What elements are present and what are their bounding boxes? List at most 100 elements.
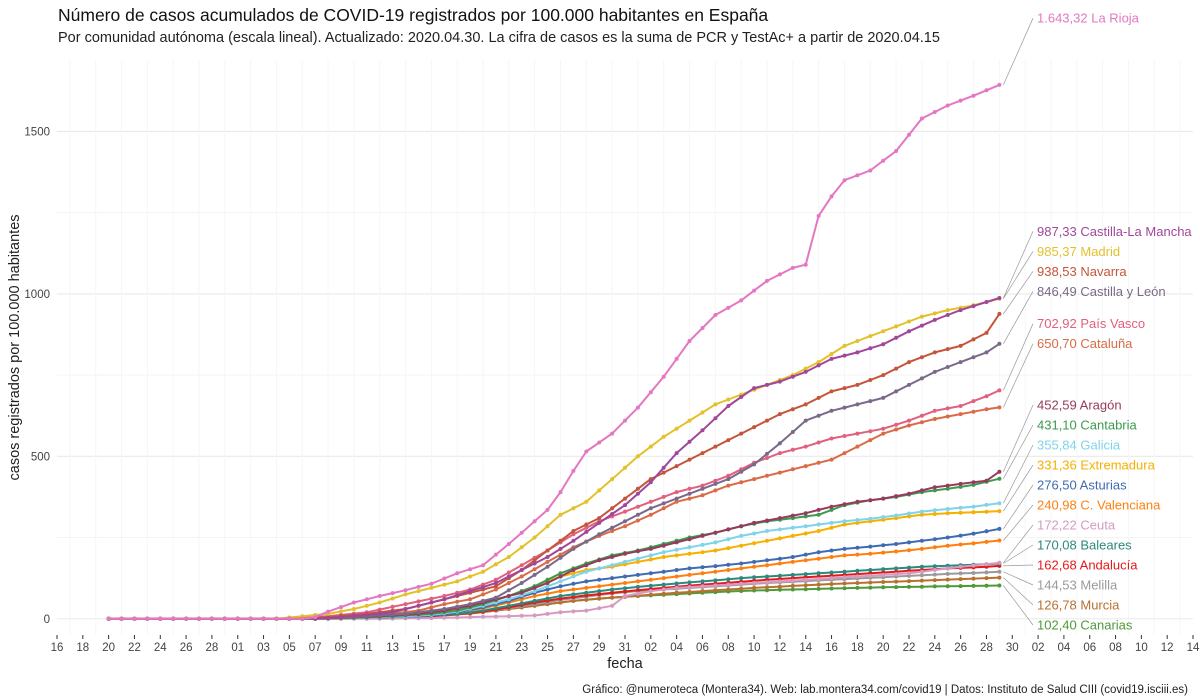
data-point (700, 486, 705, 491)
data-point (610, 555, 615, 559)
data-point (442, 582, 447, 587)
data-point (545, 587, 550, 592)
data-point (932, 317, 937, 322)
data-point (623, 503, 627, 508)
data-point (894, 585, 899, 590)
data-point (209, 616, 214, 621)
data-point (700, 542, 705, 547)
data-point (661, 569, 666, 574)
data-point (506, 555, 511, 559)
data-point (493, 584, 498, 589)
data-point (997, 501, 1002, 506)
x-axis-ticks: 16 18 20 22 24 26 28 01 03 05 07 09 11 13 15 17 19 21 23 25… (51, 635, 1200, 654)
data-point (468, 597, 473, 602)
data-point (777, 451, 782, 456)
data-point (739, 395, 744, 399)
data-point (855, 518, 860, 522)
data-point (881, 543, 886, 548)
x-tick-label: 19 (464, 642, 477, 654)
data-point (868, 516, 873, 521)
x-tick-label: 29 (593, 642, 606, 654)
data-point (726, 587, 731, 592)
series-label: 240,98 C. Valenciana (1037, 498, 1161, 513)
data-point (597, 440, 602, 445)
x-tick-label: 22 (903, 642, 916, 654)
data-point (855, 545, 860, 550)
data-point (790, 447, 795, 452)
series-label: 985,37 Madrid (1037, 244, 1120, 259)
data-point (610, 525, 615, 530)
data-point (571, 587, 576, 592)
data-point (687, 572, 692, 577)
data-point (777, 412, 782, 417)
data-point (519, 530, 524, 535)
data-point (997, 509, 1002, 514)
data-point (919, 314, 924, 319)
y-tick-label: 1500 (24, 126, 50, 138)
data-point (700, 483, 705, 488)
x-tick-label: 24 (928, 642, 941, 654)
data-point (932, 508, 937, 513)
data-point (416, 603, 421, 608)
x-tick-label: 01 (231, 642, 244, 654)
data-point (635, 504, 640, 509)
data-point (868, 438, 873, 443)
data-point (726, 483, 731, 488)
data-point (984, 407, 989, 412)
data-point (855, 568, 860, 573)
data-point (726, 537, 731, 542)
data-point (403, 592, 408, 597)
data-point (674, 568, 679, 572)
data-point (945, 543, 950, 548)
data-point (661, 587, 666, 592)
data-point (584, 522, 589, 527)
data-point (907, 571, 911, 576)
data-point (545, 524, 550, 529)
data-point (726, 568, 731, 572)
y-tick-label: 500 (31, 451, 50, 463)
data-point (971, 563, 976, 568)
data-point (803, 531, 808, 536)
data-point (790, 525, 795, 530)
data-point (558, 610, 563, 615)
data-point (971, 576, 976, 581)
x-tick-label: 24 (154, 642, 167, 654)
data-point (829, 555, 834, 559)
data-point (842, 434, 847, 438)
data-point (661, 582, 666, 587)
data-point (816, 512, 821, 517)
data-point (623, 496, 627, 501)
leader-line (1003, 343, 1034, 408)
data-point (661, 434, 666, 439)
data-point (855, 444, 860, 449)
x-tick-label: 05 (283, 642, 296, 654)
data-point (674, 451, 679, 456)
data-point (958, 505, 963, 510)
data-point (790, 513, 795, 518)
data-point (623, 589, 627, 594)
data-point (958, 360, 963, 365)
data-point (610, 603, 615, 608)
data-point (855, 402, 860, 407)
data-point (558, 552, 563, 557)
data-point (519, 545, 524, 550)
data-point (648, 512, 653, 517)
data-point (571, 581, 576, 586)
data-point (829, 507, 834, 512)
data-point (648, 592, 653, 597)
data-point (713, 478, 718, 483)
chart-caption: Gráfico: @numeroteca (Montera34). Web: l… (582, 684, 1188, 696)
data-point (455, 579, 460, 584)
data-point (984, 539, 989, 544)
data-point (945, 483, 950, 488)
data-point (468, 567, 473, 572)
x-tick-label: 22 (128, 642, 141, 654)
data-point (481, 598, 485, 603)
data-point (700, 493, 705, 498)
data-point (971, 504, 976, 509)
data-point (506, 581, 511, 585)
data-point (868, 585, 873, 590)
data-point (610, 595, 615, 600)
data-point (597, 516, 602, 521)
data-point (674, 356, 679, 361)
